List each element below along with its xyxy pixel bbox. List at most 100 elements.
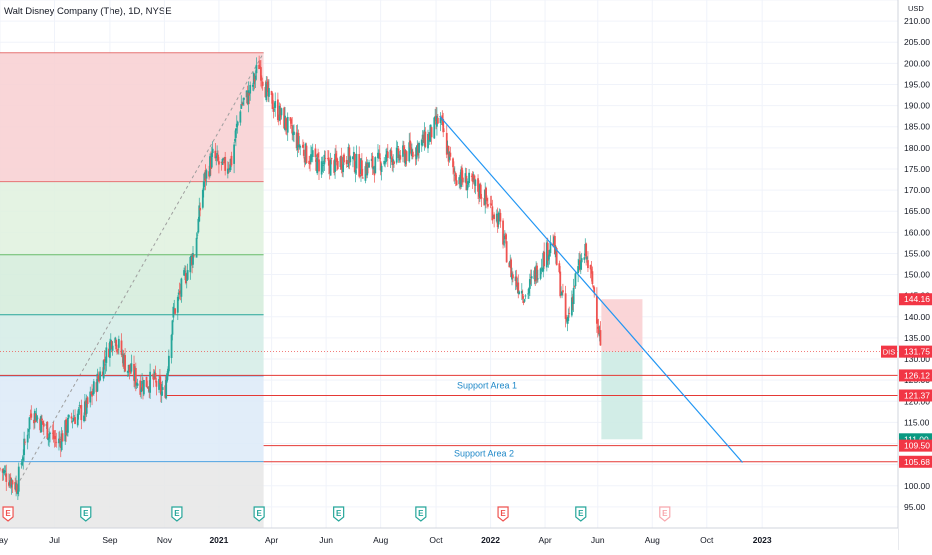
candle-body bbox=[497, 212, 500, 225]
x-tick-label: Aug bbox=[645, 535, 660, 545]
earnings-badge-shape bbox=[253, 506, 265, 522]
candle-body bbox=[393, 161, 395, 164]
support-area-label: Support Area 1 bbox=[457, 380, 517, 390]
candle-body bbox=[523, 299, 526, 302]
candle-body bbox=[77, 409, 80, 414]
candle-body bbox=[58, 438, 60, 444]
earnings-letter: E bbox=[5, 509, 11, 518]
candle-body bbox=[192, 253, 194, 265]
candle-body bbox=[579, 261, 582, 270]
candle-body bbox=[16, 490, 19, 495]
earnings-badge-shape bbox=[171, 506, 183, 522]
earnings-icon[interactable]: E bbox=[253, 506, 265, 522]
candle-body bbox=[474, 179, 477, 186]
candle-body bbox=[583, 257, 586, 260]
earnings-icon[interactable]: E bbox=[333, 506, 345, 522]
candle-body bbox=[577, 266, 580, 274]
candle-body bbox=[184, 273, 187, 284]
candle-body bbox=[486, 198, 488, 202]
candle-body bbox=[117, 338, 120, 348]
earnings-icon[interactable]: E bbox=[415, 506, 427, 522]
candle-body bbox=[452, 158, 454, 168]
y-tick-label: 195.00 bbox=[904, 79, 930, 89]
earnings-letter: E bbox=[500, 509, 506, 518]
candle-body bbox=[399, 155, 402, 160]
candle-body bbox=[83, 415, 85, 422]
candle-body bbox=[195, 237, 198, 258]
candle-body bbox=[573, 285, 576, 287]
candle-body bbox=[233, 144, 236, 164]
earnings-badge-shape bbox=[80, 506, 92, 522]
candle-body bbox=[117, 348, 119, 350]
candle-body bbox=[134, 367, 137, 386]
candle-body bbox=[85, 397, 88, 414]
candle-body bbox=[40, 415, 43, 433]
candle-body bbox=[354, 169, 357, 174]
earnings-letter: E bbox=[418, 509, 424, 518]
candle-body bbox=[192, 255, 195, 257]
candle-body bbox=[241, 103, 244, 106]
candle-body bbox=[49, 432, 51, 435]
candle-body bbox=[405, 151, 408, 162]
candle-body bbox=[161, 387, 164, 390]
x-tick-label: Aug bbox=[373, 535, 388, 545]
candle-body bbox=[159, 381, 162, 395]
candle-body bbox=[372, 166, 375, 170]
candle-body bbox=[145, 376, 148, 387]
candle-body bbox=[302, 144, 304, 148]
candle-body bbox=[420, 139, 423, 146]
candle-body bbox=[361, 177, 364, 179]
candle-body bbox=[480, 197, 483, 199]
candle-body bbox=[321, 163, 324, 164]
fib-retracement[interactable] bbox=[0, 52, 265, 528]
candle-body bbox=[299, 146, 302, 148]
y-tick-label: 140.00 bbox=[904, 312, 930, 322]
price-label-badge bbox=[899, 293, 932, 306]
earnings-icon[interactable]: E bbox=[171, 506, 183, 522]
candle-body bbox=[336, 160, 339, 170]
candle-body bbox=[199, 207, 202, 211]
x-tick-label: Jun bbox=[591, 535, 605, 545]
candle-body bbox=[271, 93, 274, 109]
earnings-icon[interactable]: E bbox=[80, 506, 92, 522]
candle-body bbox=[327, 157, 330, 166]
candle-body bbox=[397, 148, 400, 159]
candle-body bbox=[562, 290, 564, 293]
downtrend-line[interactable] bbox=[439, 115, 743, 463]
candle-body bbox=[386, 151, 389, 158]
candle-body bbox=[268, 88, 270, 97]
candle-body bbox=[140, 389, 143, 393]
candle-body bbox=[254, 75, 257, 80]
candle-body bbox=[270, 91, 273, 95]
candle-body bbox=[276, 99, 279, 121]
candle-body bbox=[239, 111, 242, 123]
candle-body bbox=[120, 340, 123, 355]
earnings-icon[interactable]: E bbox=[497, 506, 509, 522]
candle-body bbox=[71, 421, 74, 423]
earnings-icon[interactable]: E bbox=[659, 506, 671, 522]
y-tick-label: 200.00 bbox=[904, 58, 930, 68]
candle-body bbox=[528, 288, 530, 294]
candle-body bbox=[309, 161, 311, 165]
x-tick-label: Jun bbox=[319, 535, 333, 545]
candle-body bbox=[260, 67, 262, 81]
candle-body bbox=[159, 376, 161, 384]
candle-body bbox=[184, 271, 186, 273]
candle-body bbox=[214, 150, 217, 159]
y-tick-label: 130.00 bbox=[904, 354, 930, 364]
candle-body bbox=[461, 177, 464, 183]
candle-body bbox=[314, 148, 317, 158]
time-axis[interactable] bbox=[0, 528, 898, 550]
candle-body bbox=[103, 359, 106, 362]
candle-body bbox=[466, 185, 469, 191]
earnings-icon[interactable]: E bbox=[2, 506, 14, 522]
candle-body bbox=[136, 383, 139, 386]
candle-body bbox=[424, 131, 427, 147]
candle-body bbox=[247, 90, 250, 105]
candle-body bbox=[224, 157, 227, 171]
candle-body bbox=[479, 184, 482, 199]
earnings-icon[interactable]: E bbox=[575, 506, 587, 522]
